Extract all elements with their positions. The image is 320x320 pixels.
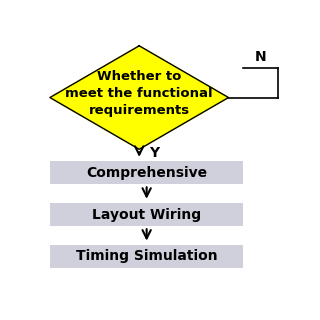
Polygon shape xyxy=(50,46,228,149)
FancyBboxPatch shape xyxy=(50,161,243,184)
Text: Timing Simulation: Timing Simulation xyxy=(76,250,218,263)
Text: N: N xyxy=(255,50,267,64)
FancyBboxPatch shape xyxy=(50,245,243,268)
Text: Whether to
meet the functional
requirements: Whether to meet the functional requireme… xyxy=(65,70,213,117)
Text: Comprehensive: Comprehensive xyxy=(86,166,207,180)
Text: Layout Wiring: Layout Wiring xyxy=(92,208,201,221)
FancyBboxPatch shape xyxy=(50,203,243,226)
Text: Y: Y xyxy=(149,146,159,160)
